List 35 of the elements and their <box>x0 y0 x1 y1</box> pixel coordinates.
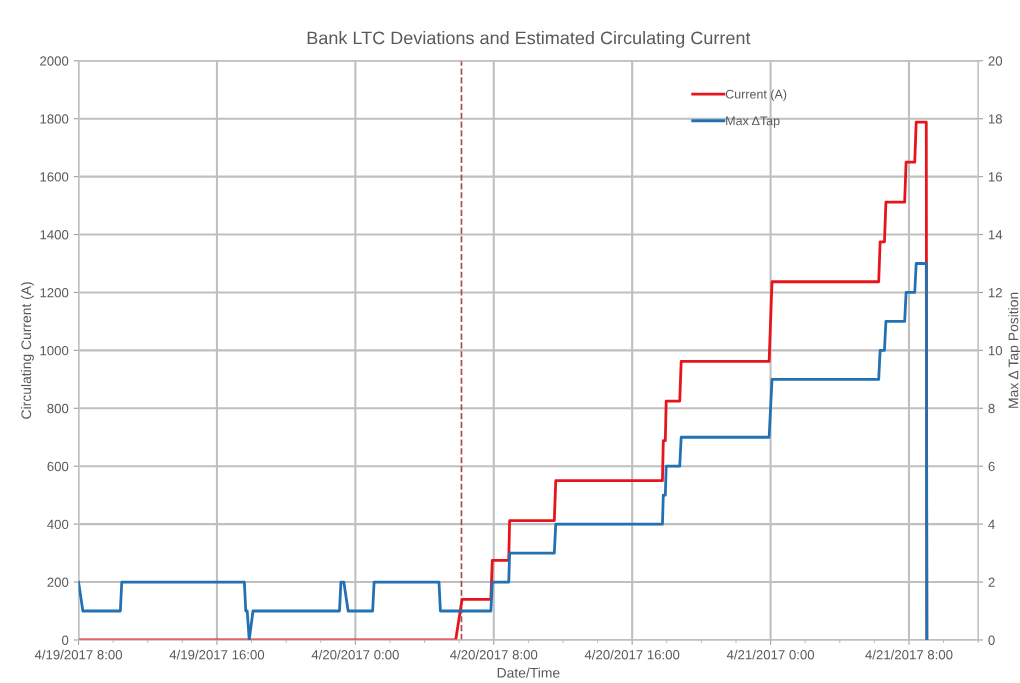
y-axis-title: Circulating Current (A) <box>20 282 34 419</box>
y-tick-label: 1600 <box>40 172 69 182</box>
legend-label: Current (A) <box>725 89 787 102</box>
x-tick-label: 4/21/2017 0:00 <box>726 649 815 660</box>
y-tick-label: 1200 <box>40 288 69 298</box>
x-tick-label: 4/19/2017 8:00 <box>34 649 123 660</box>
y-tick-label: 1000 <box>40 345 69 356</box>
y2-tick-label: 10 <box>988 345 1003 356</box>
y2-tick-label: 20 <box>988 56 1003 66</box>
y2-tick-label: 16 <box>988 172 1002 182</box>
y2-tick-label: 4 <box>988 519 995 529</box>
y2-tick-label: 14 <box>988 230 1003 240</box>
y2-tick-label: 2 <box>988 577 995 587</box>
y-tick-label: 400 <box>47 519 69 530</box>
y-tick-label: 2000 <box>40 56 69 66</box>
y-tick-label: 600 <box>47 461 69 472</box>
y2-tick-label: 0 <box>988 635 995 645</box>
y-tick-label: 1800 <box>40 114 69 124</box>
y-tick-label: 0 <box>62 635 69 645</box>
x-tick-label: 4/20/2017 0:00 <box>311 649 399 660</box>
x-tick-label: 4/21/2017 8:00 <box>865 649 953 660</box>
x-axis-title: Date/Time <box>497 667 560 678</box>
chart-title: Bank LTC Deviations and Estimated Circulating Current <box>307 31 751 48</box>
x-tick-label: 4/20/2017 16:00 <box>584 649 680 660</box>
y-tick-label: 800 <box>47 403 69 414</box>
y-tick-label: 1400 <box>40 230 69 240</box>
legend-label: Max ΔTap <box>726 116 780 128</box>
x-tick-label: 4/19/2017 16:00 <box>169 649 265 660</box>
line-series <box>78 262 929 640</box>
y2-tick-label: 18 <box>988 114 1002 124</box>
y2-tick-label: 12 <box>988 288 1002 298</box>
y2-tick-label: 6 <box>988 461 995 472</box>
y2-tick-label: 8 <box>988 403 995 414</box>
x-tick-label: 4/20/2017 8:00 <box>450 649 538 660</box>
y-tick-label: 200 <box>47 577 69 587</box>
